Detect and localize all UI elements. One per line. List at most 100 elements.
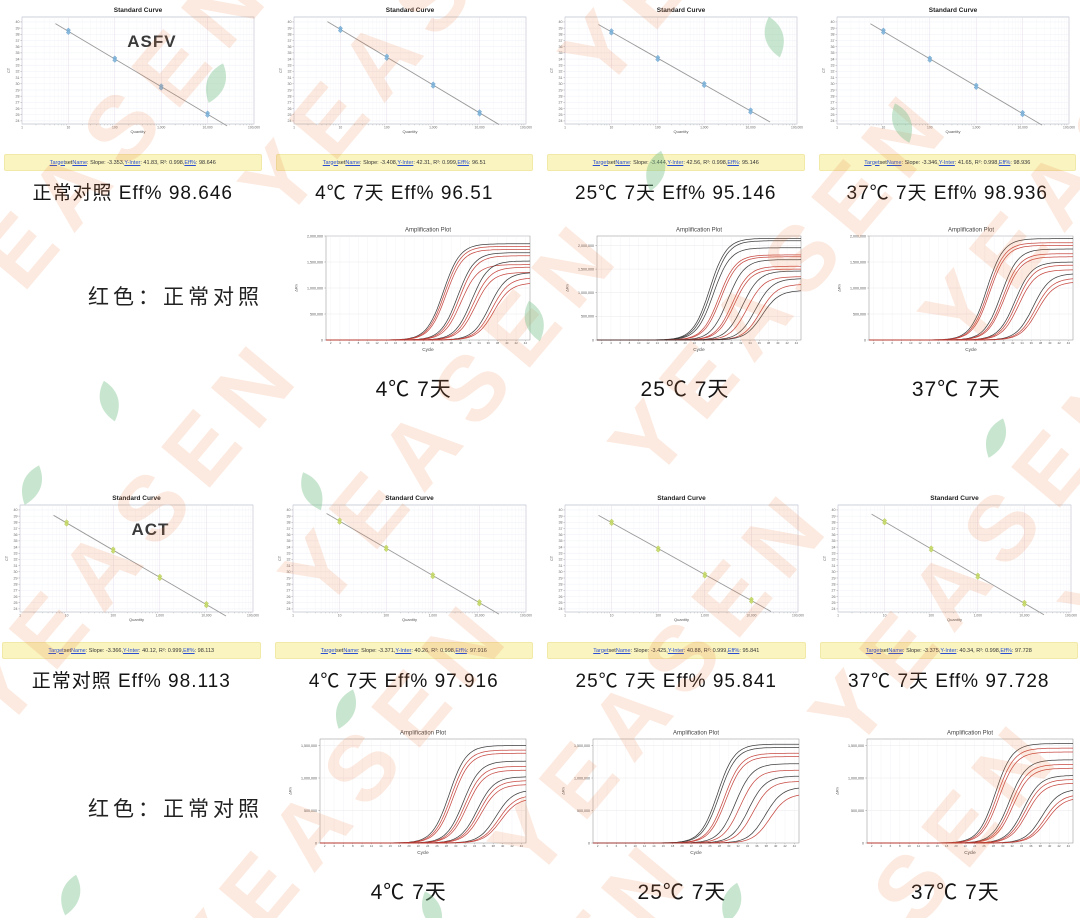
svg-text:1,000: 1,000 [429,126,437,130]
act-standard-curve-row: 24 25 26 27 28 29 30 31 32 33 34 35 36 37 38 39 40 1 10 100… [2,492,1078,693]
efficiency-caption: 37℃ 7天 Eff% 97.728 [848,671,1050,692]
svg-text:8: 8 [899,844,901,848]
svg-text:CT: CT [823,555,827,561]
svg-text:29: 29 [559,88,563,92]
svg-text:40: 40 [16,20,20,24]
svg-text:44: 44 [524,341,528,345]
svg-text:16: 16 [394,341,398,345]
svg-text:Cycle: Cycle [694,347,706,352]
svg-text:1,500,000: 1,500,000 [574,744,590,748]
svg-text:100: 100 [928,614,934,618]
regression-stats-bar: Target set Name: Slope: -3.425, Y-Inter:… [547,642,806,659]
svg-text:24: 24 [831,607,835,611]
svg-text:42: 42 [514,341,518,345]
standard-curve-panel-asfv-4c: 24 25 26 27 28 29 30 31 32 33 34 35 36 37 38 39 40 1 10 100… [275,4,533,205]
svg-text:34: 34 [14,545,18,549]
svg-text:44: 44 [793,844,797,848]
svg-text:18: 18 [398,844,402,848]
svg-text:35: 35 [16,51,20,55]
svg-text:CT: CT [5,555,9,561]
svg-text:24: 24 [14,607,18,611]
svg-text:10: 10 [337,614,341,618]
svg-text:16: 16 [662,844,666,848]
stats-link-text: Y-Inter [667,159,684,166]
svg-text:10,000: 10,000 [201,614,211,618]
red-legend-note-act: 红色：正常对照 [88,798,263,821]
svg-text:30: 30 [831,570,835,574]
svg-text:1: 1 [837,614,839,618]
svg-text:4: 4 [610,341,612,345]
svg-text:20: 20 [955,341,959,345]
svg-text:33: 33 [286,552,290,556]
svg-text:34: 34 [1020,844,1024,848]
stats-link-text: Eff% [998,159,1011,166]
svg-text:26: 26 [287,107,291,111]
stats-value-text: : 40.26, R²: 0.998, [411,647,456,654]
svg-text:10: 10 [634,844,638,848]
svg-text:18: 18 [671,844,675,848]
svg-text:34: 34 [16,57,20,61]
svg-text:37: 37 [14,527,18,531]
svg-text:Cycle: Cycle [422,347,434,352]
standard-curve-chart: 24 25 26 27 28 29 30 31 32 33 34 35 36 37 38 39 40 1 10 100… [547,4,805,149]
regression-stats-bar: Target set Name: Slope: -3.353, Y-Inter:… [4,154,262,171]
stats-link-text: Y-Inter [123,647,140,654]
svg-text:40: 40 [1048,844,1052,848]
svg-text:25: 25 [14,601,18,605]
svg-text:500,000: 500,000 [310,312,323,316]
stats-value-text: set [608,647,616,654]
stats-link-text: Name [886,159,902,166]
svg-text:27: 27 [831,589,835,593]
svg-text:38: 38 [287,33,291,37]
svg-text:33: 33 [830,64,834,68]
svg-text:8: 8 [629,341,631,345]
svg-text:38: 38 [831,521,835,525]
svg-text:24: 24 [830,119,834,123]
svg-text:30: 30 [459,341,463,345]
svg-text:36: 36 [286,533,290,537]
standard-curve-chart: 24 25 26 27 28 29 30 31 32 33 34 35 36 37 38 39 40 1 10 100… [819,492,1078,637]
svg-text:27: 27 [559,101,563,105]
svg-text:CT: CT [550,555,554,561]
svg-text:29: 29 [559,576,563,580]
svg-text:8: 8 [900,341,902,345]
svg-text:33: 33 [559,64,563,68]
svg-text:Amplification Plot: Amplification Plot [400,731,446,737]
condition-caption: 4℃ 7天 [375,378,452,401]
svg-text:1: 1 [564,126,566,130]
svg-text:CT: CT [279,67,283,73]
stats-value-text: set [879,159,887,166]
svg-text:32: 32 [737,844,741,848]
svg-text:1,500,000: 1,500,000 [850,260,866,264]
stats-value-text: : Slope: -3.408, [360,159,398,166]
svg-text:16: 16 [935,844,939,848]
svg-text:Amplification Plot: Amplification Plot [676,228,722,234]
svg-text:31: 31 [559,564,563,568]
svg-text:ACT: ACT [132,520,170,539]
svg-text:38: 38 [767,341,771,345]
svg-text:Quantity: Quantity [402,617,417,622]
red-legend-note-asfv: 红色：正常对照 [88,286,263,309]
svg-text:18: 18 [403,341,407,345]
svg-text:25: 25 [559,601,563,605]
svg-text:34: 34 [477,341,481,345]
stats-value-text: : Slope: -3.371, [358,647,396,654]
svg-text:44: 44 [1066,844,1070,848]
standard-curve-chart: 24 25 26 27 28 29 30 31 32 33 34 35 36 37 38 39 40 1 10 100… [4,4,262,149]
stats-link-text: Name [345,159,361,166]
stats-link-text: Target [49,159,65,166]
stats-link-text: Eff% [1000,647,1012,654]
svg-text:27: 27 [16,101,20,105]
svg-text:37: 37 [287,39,291,43]
svg-text:36: 36 [482,844,486,848]
regression-stats-bar: Target set Name: Slope: -3.366, Y-Inter:… [2,642,261,659]
watermark-leaf-icon [49,869,91,918]
svg-text:26: 26 [712,341,716,345]
svg-text:25: 25 [830,113,834,117]
svg-text:40: 40 [505,341,509,345]
svg-text:33: 33 [559,552,563,556]
amplification-plot-chart: 2 4 6 8 10 12 14 16 18 20 22 24 26 28 30 32 34 36 38 40 42 44… [286,727,532,869]
svg-text:26: 26 [16,107,20,111]
svg-text:1,000,000: 1,000,000 [574,776,590,780]
svg-text:ΔRn: ΔRn [562,787,566,794]
